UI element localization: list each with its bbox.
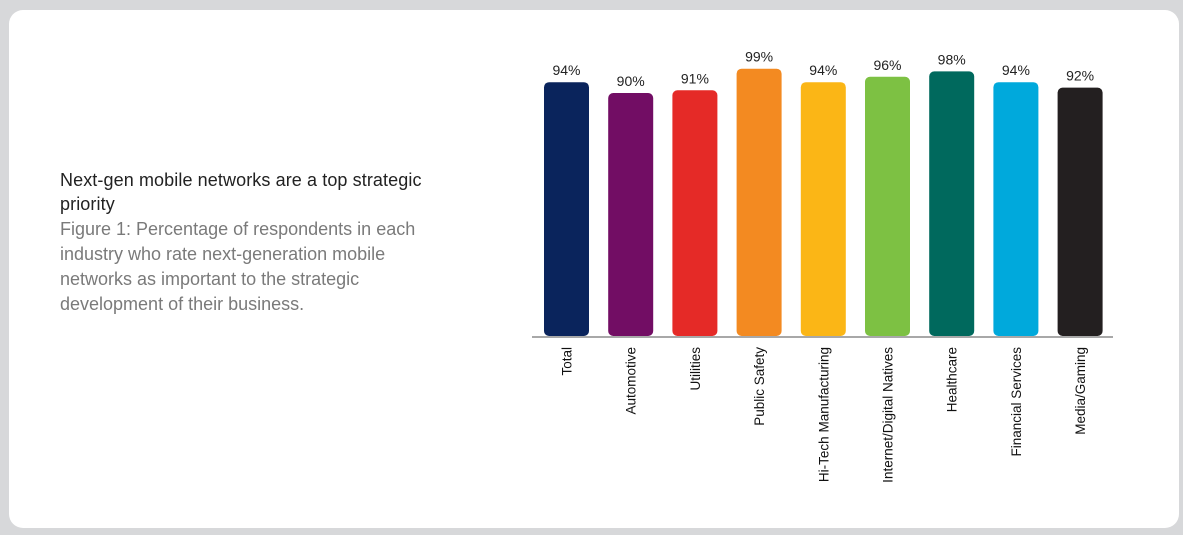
value-label: 98% (938, 51, 966, 67)
bar-financial-services (993, 82, 1039, 336)
category-label: Internet/Digital Natives (881, 347, 896, 483)
value-label: 90% (617, 73, 645, 89)
value-label: 94% (809, 62, 837, 78)
bar-total (544, 82, 589, 336)
value-label: 94% (1002, 62, 1030, 78)
category-label: Public Safety (752, 347, 767, 426)
bar-internet-digital-natives (865, 76, 910, 337)
figure-caption: Next-gen mobile networks are a top strat… (60, 168, 460, 317)
category-label: Utilities (688, 347, 703, 391)
bar-media-gaming (1057, 87, 1103, 336)
category-label: Hi-Tech Manufacturing (816, 347, 831, 482)
bar-automotive (608, 93, 654, 336)
category-label: Financial Services (1009, 347, 1024, 457)
value-label: 94% (552, 62, 580, 78)
category-label: Healthcare (945, 347, 960, 412)
figure-card (9, 10, 1179, 528)
caption-title: Next-gen mobile networks are a top strat… (60, 170, 422, 214)
bar-healthcare (929, 71, 975, 337)
bar-utilities (672, 90, 718, 336)
value-label: 91% (681, 70, 709, 86)
value-label: 99% (745, 49, 773, 65)
category-label: Media/Gaming (1073, 347, 1088, 435)
bar-public-safety (736, 68, 782, 336)
value-label: 92% (1066, 68, 1094, 84)
bar-hi-tech-manufacturing (800, 82, 846, 336)
caption-body: Figure 1: Percentage of respondents in e… (60, 219, 416, 314)
category-label: Total (560, 347, 575, 376)
value-label: 96% (873, 57, 901, 73)
category-label: Automotive (624, 347, 639, 415)
